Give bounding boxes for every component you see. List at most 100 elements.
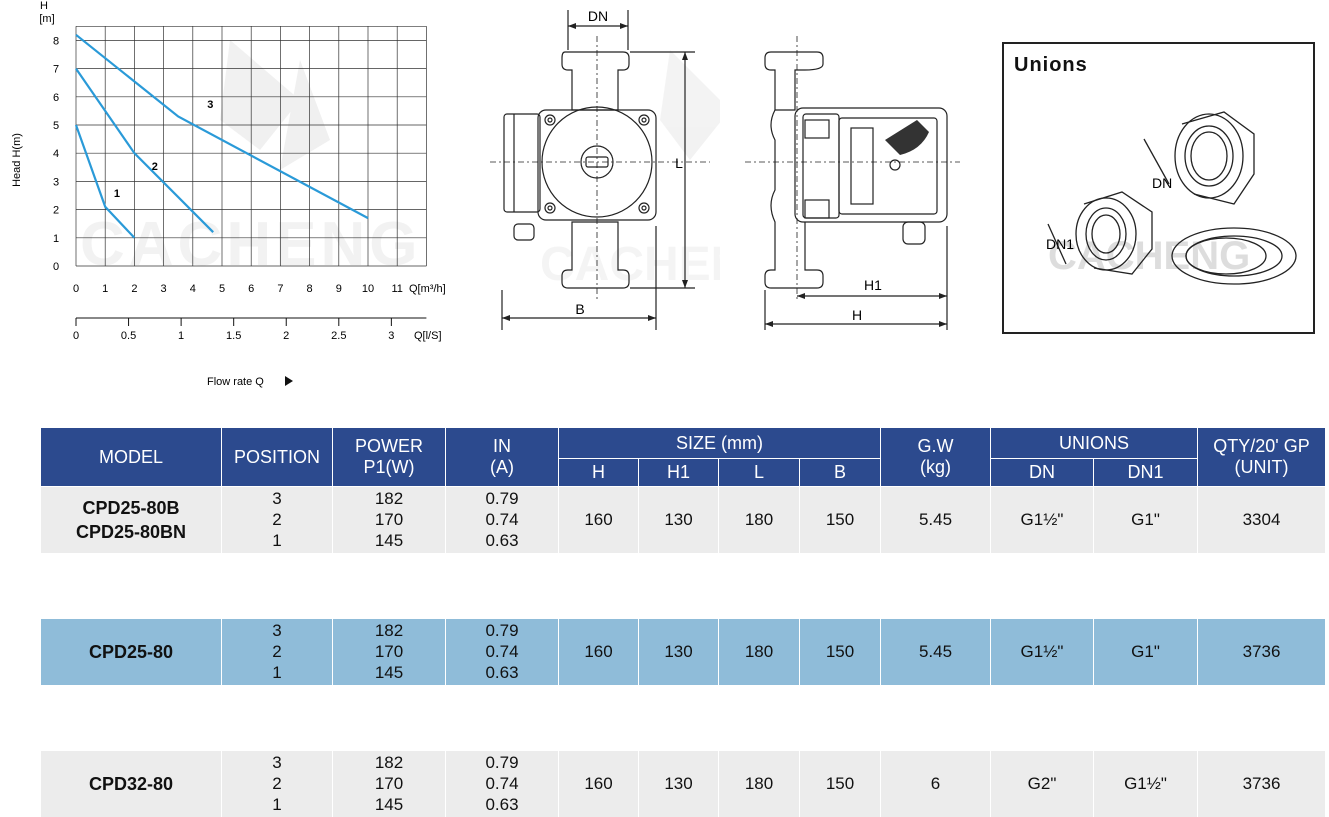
power-cell: 182 170 145: [332, 486, 446, 553]
union-dn-value: G1½": [1020, 641, 1064, 661]
weight-value: 5.45: [918, 509, 953, 529]
x-tick-label-m3h: 2: [131, 283, 137, 295]
pump-side-view-drawing: H1 H: [745, 36, 960, 330]
pump-side-outline: [764, 51, 948, 289]
watermark-text: CACHENG: [80, 210, 421, 279]
curve-1: [74, 124, 136, 239]
position-value: 1: [272, 531, 282, 551]
x-axis-unit-ls: Q[l/S]: [414, 330, 442, 342]
size-h1-value: 130: [664, 509, 693, 529]
current-cell: 0.79 0.74 0.63: [445, 486, 559, 553]
x-axis-unit-m3h: Q[m³/h]: [409, 283, 446, 295]
union-dn-value: G1½": [1020, 509, 1064, 529]
dimension-l-label: L: [675, 155, 683, 171]
y-axis-title: Head H(m): [11, 133, 23, 187]
x-tick-label-ls: 1: [178, 330, 184, 342]
header-unions-dn1: DN1: [1092, 458, 1199, 487]
union-dn1-value: G1": [1131, 641, 1160, 661]
weight-cell: 5.45: [880, 618, 991, 685]
chart-grid: [75, 25, 427, 267]
size-b-value: 150: [825, 509, 855, 529]
x-axis-ticks-ls: 0 0.5 1 1.5 2 2.5 3: [73, 317, 427, 342]
size-b-cell: 150: [799, 486, 881, 553]
y-axis-ticks: 0 1 2 3 4 5 6 7 8: [53, 35, 59, 273]
x-tick-label-m3h: 4: [190, 283, 196, 295]
model-cell: CPD25-80B CPD25-80BN: [40, 486, 222, 553]
header-qty-line2: (UNIT): [1234, 457, 1289, 477]
header-current: IN (A): [445, 427, 559, 487]
curve-label-3: 3: [207, 99, 213, 111]
quantity-value: 3304: [1242, 509, 1281, 529]
specifications-table: MODEL POSITION POWER P1(W) IN (A) SIZE (…: [39, 427, 1327, 817]
union-fittings: [1047, 111, 1297, 285]
union-dn1-label: DN1: [1046, 236, 1074, 252]
size-l-value: 180: [744, 641, 774, 661]
table-row: CPD25-80B CPD25-80BN 3 2 1 182 170 145 0.79 0.74 0…: [40, 486, 1327, 553]
x-axis-ticks-m3h: 0 1 2 3 4 5 6 7 8 9 10 11: [73, 283, 403, 295]
quantity-value: 3736: [1242, 641, 1281, 661]
unions-title: Unions: [1014, 54, 1088, 76]
size-h-cell: 160: [558, 486, 639, 553]
weight-cell: 6: [880, 750, 991, 817]
union-dn-cell: G1½": [990, 618, 1094, 685]
union-dn-cell: G1½": [990, 486, 1094, 553]
y-axis-symbol: H: [40, 0, 48, 12]
size-h-value: 160: [584, 509, 613, 529]
current-cell: 0.79 0.74 0.63: [445, 618, 559, 685]
size-h-value: 160: [584, 773, 613, 793]
dimension-dn-label: DN: [588, 8, 608, 24]
x-tick-label-m3h: 11: [391, 283, 402, 295]
size-b-cell: 150: [799, 618, 881, 685]
y-tick-label: 5: [53, 120, 59, 132]
watermark-text: CACHENG: [1048, 234, 1250, 278]
size-b-value: 150: [825, 641, 855, 661]
table-row: CPD32-80 3 2 1 182 170 145 0.79 0.74 0.63 160 130 18…: [40, 750, 1327, 817]
header-qty-line1: QTY/20' GP: [1213, 436, 1310, 456]
union-dn1-cell: G1": [1092, 618, 1199, 685]
union-dn1-cell: G1½": [1092, 750, 1199, 817]
curve-label-1: 1: [114, 188, 120, 200]
header-gw-line2: (kg): [920, 457, 951, 477]
dimension-arrows: [502, 23, 688, 321]
curve-2: [75, 67, 214, 233]
y-axis-unit: [m]: [39, 13, 54, 25]
chart-curves: [74, 33, 369, 239]
size-h-cell: 160: [558, 618, 639, 685]
current-value: 0.79: [485, 753, 519, 772]
y-tick-label: 6: [53, 92, 59, 104]
position-value: 1: [272, 663, 282, 682]
power-value: 170: [374, 510, 404, 530]
unions-drawing: CACHENG DN DN1: [1046, 111, 1297, 285]
dimension-lines: [764, 226, 948, 330]
position-cell: 3 2 1: [221, 618, 333, 685]
union-dn-cell: G2": [990, 750, 1094, 817]
weight-value: 5.45: [918, 641, 953, 661]
size-b-cell: 150: [799, 750, 881, 817]
current-value: 0.79: [485, 621, 519, 640]
power-value: 145: [374, 531, 404, 551]
power-value: 145: [374, 663, 404, 682]
union-dn-label: DN: [1152, 175, 1172, 191]
x-tick-label-m3h: 7: [277, 283, 283, 295]
arrow-right-icon: [285, 376, 293, 386]
current-value: 0.63: [485, 795, 519, 814]
union-dn1-value: G1½": [1124, 773, 1167, 793]
power-value: 145: [374, 795, 404, 814]
header-quantity: QTY/20' GP (UNIT): [1197, 427, 1327, 487]
x-axis-title: Flow rate Q: [207, 376, 264, 388]
y-tick-label: 7: [53, 64, 59, 76]
power-value: 182: [374, 489, 404, 509]
dimension-h1-label: H1: [864, 277, 882, 293]
model-name: CPD32-80: [88, 773, 174, 794]
x-tick-label-ls: 0: [73, 330, 79, 342]
model-name: CPD25-80: [88, 641, 174, 662]
watermark-logo: CACHENG: [80, 40, 421, 279]
x-tick-label-m3h: 10: [362, 283, 374, 295]
header-current-line2: (A): [490, 457, 514, 477]
position-value: 2: [272, 774, 282, 793]
header-power-line1: POWER: [354, 436, 423, 456]
x-tick-label-ls: 2.5: [331, 330, 346, 342]
current-value: 0.74: [485, 642, 519, 661]
x-tick-label-ls: 2: [283, 330, 289, 342]
header-gw-line1: G.W: [917, 436, 954, 456]
